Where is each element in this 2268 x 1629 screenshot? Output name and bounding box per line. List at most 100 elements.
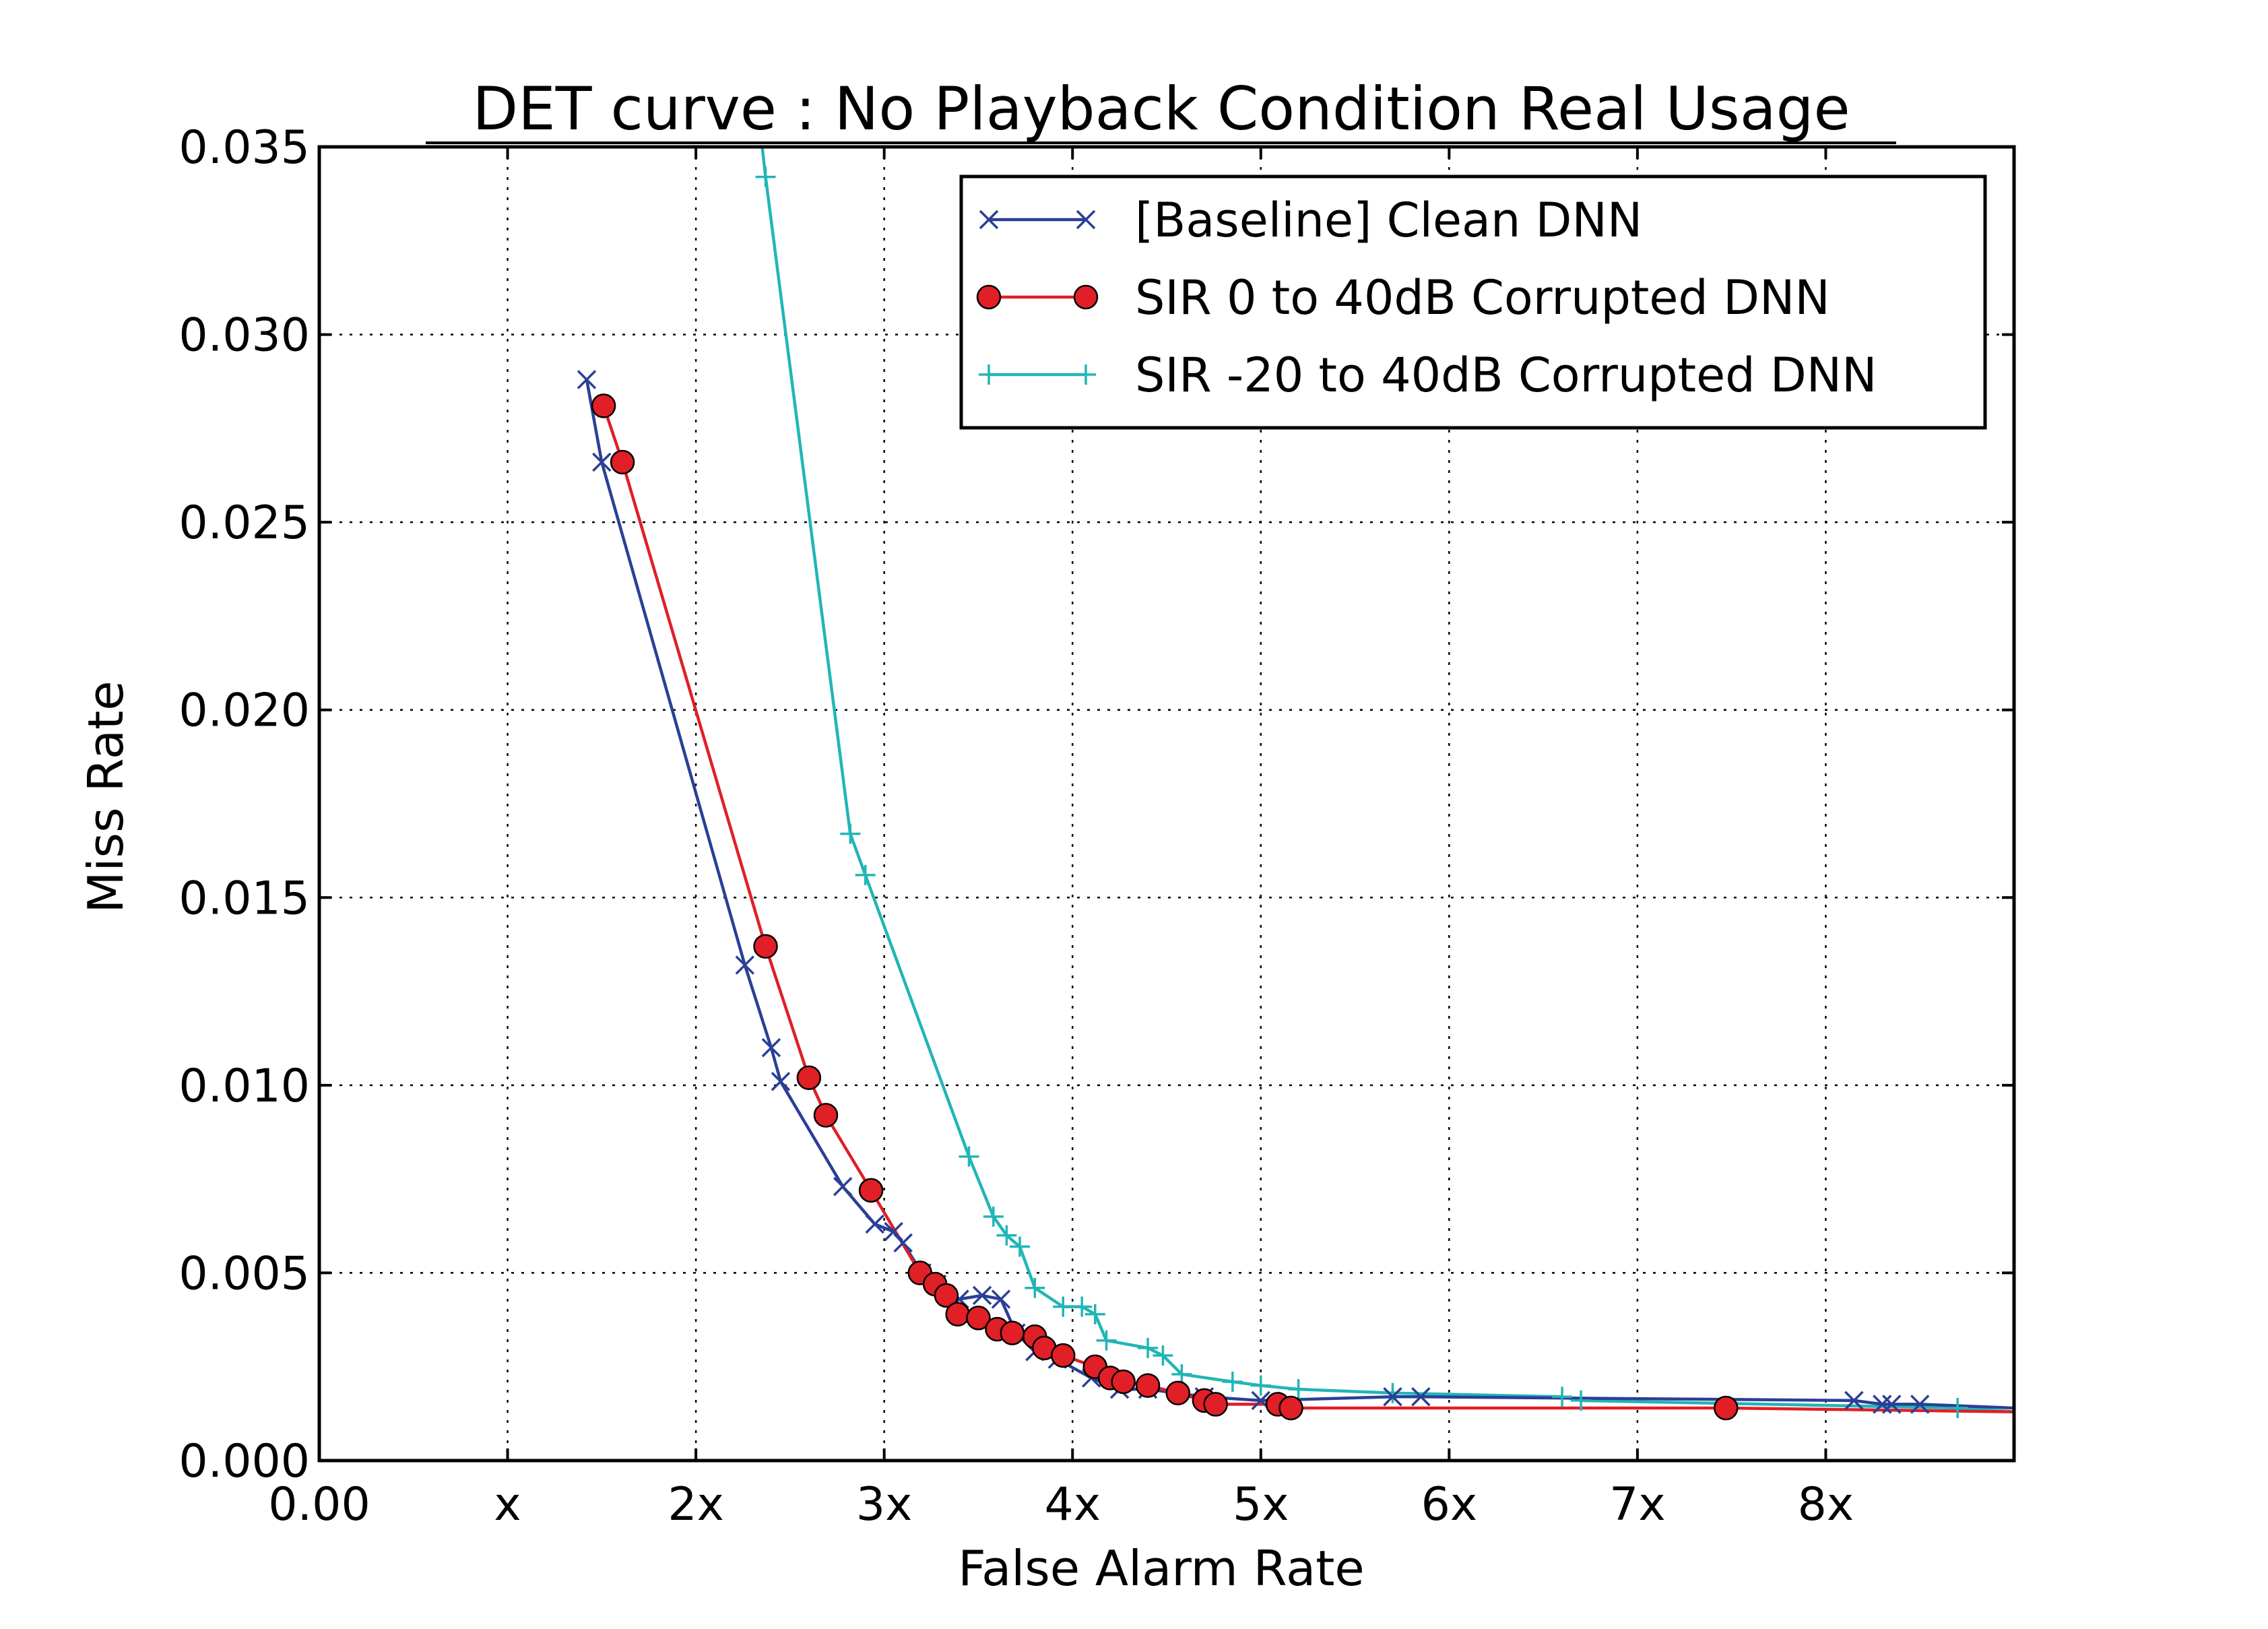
- data-point-series-0: [1411, 1387, 1431, 1407]
- legend-marker-1: [976, 284, 1002, 310]
- data-point-series-1: [1278, 1395, 1303, 1421]
- data-point-series-2: [1072, 1296, 1093, 1317]
- y-axis-label: Miss Rate: [77, 680, 134, 913]
- data-point-series-1: [796, 1065, 822, 1090]
- data-point-series-1: [1050, 1343, 1076, 1368]
- data-point-series-0: [761, 1037, 781, 1058]
- legend-marker-0: [1076, 210, 1096, 230]
- data-point-series-0: [972, 1285, 992, 1306]
- data-point-series-1: [1111, 1369, 1136, 1395]
- y-tick-label: 0.025: [179, 497, 310, 550]
- legend-marker-2: [979, 364, 999, 385]
- data-point-series-1: [1714, 1395, 1739, 1421]
- x-tick-label: 6x: [1421, 1478, 1478, 1531]
- data-point-series-0: [1383, 1387, 1402, 1407]
- x-marker-stroke: [1844, 1391, 1864, 1411]
- data-point-series-1: [1165, 1380, 1191, 1405]
- series-line-2: [760, 147, 2014, 1413]
- data-point-series-2: [1947, 1398, 1968, 1418]
- data-point-series-2: [1171, 1364, 1192, 1384]
- legend-label-2: SIR -20 to 40dB Corrupted DNN: [1135, 348, 1877, 403]
- x-marker-stroke: [979, 210, 999, 230]
- grid: [319, 147, 2014, 1461]
- data-point-series-2: [840, 823, 861, 844]
- x-marker-stroke: [991, 1289, 1011, 1309]
- legend-label-0: [Baseline] Clean DNN: [1135, 193, 1642, 248]
- data-point-series-2: [1025, 1277, 1045, 1298]
- chart-title: DET curve : No Playback Condition Real U…: [472, 74, 1850, 143]
- x-marker-stroke: [592, 452, 612, 472]
- data-point-series-2: [1222, 1372, 1243, 1392]
- x-marker-stroke: [735, 955, 755, 975]
- x-tick-label: 2x: [668, 1478, 724, 1531]
- data-point-series-2: [1250, 1375, 1271, 1396]
- data-point-series-2: [996, 1225, 1017, 1246]
- x-marker-stroke: [761, 1037, 781, 1058]
- x-marker-stroke: [1882, 1395, 1902, 1414]
- legend-label-1: SIR 0 to 40dB Corrupted DNN: [1135, 270, 1830, 325]
- data-point-series-0: [991, 1289, 1011, 1309]
- plot-frame: [317, 145, 2016, 1463]
- data-point-series-1: [1000, 1320, 1025, 1345]
- y-tick-label: 0.020: [179, 684, 310, 738]
- data-point-series-2: [1053, 1296, 1074, 1317]
- data-point-series-0: [1873, 1395, 1892, 1414]
- data-point-series-0: [865, 1214, 884, 1234]
- data-point-series-2: [1288, 1379, 1309, 1400]
- data-point-series-1: [610, 449, 635, 475]
- data-point-series-1: [858, 1178, 884, 1203]
- data-point-series-2: [1096, 1330, 1117, 1351]
- x-marker-stroke: [1411, 1387, 1431, 1407]
- y-tick-label: 0.030: [179, 309, 310, 362]
- data-point-series-2: [1382, 1382, 1403, 1403]
- x-tick-label: 5x: [1233, 1478, 1289, 1531]
- data-point-series-2: [1571, 1390, 1592, 1411]
- data-point-series-2: [1084, 1304, 1105, 1324]
- x-axis-label: False Alarm Rate: [958, 1540, 1364, 1597]
- x-marker-stroke: [884, 1221, 903, 1242]
- data-point-series-2: [1009, 1236, 1030, 1257]
- legend: [Baseline] Clean DNN SIR 0 to 40dB Corrup…: [959, 174, 1987, 430]
- y-tick-label: 0.005: [179, 1247, 310, 1300]
- x-marker-stroke: [893, 1233, 913, 1253]
- data-point-series-2: [1153, 1345, 1173, 1366]
- x-marker-stroke: [833, 1177, 853, 1196]
- data-point-series-0: [884, 1221, 903, 1242]
- data-point-series-0: [771, 1072, 791, 1091]
- data-point-series-0: [577, 370, 597, 389]
- x-marker-stroke: [1910, 1395, 1930, 1414]
- data-point-series-1: [966, 1306, 991, 1331]
- data-point-series-2: [855, 864, 876, 885]
- data-point-series-2: [1138, 1337, 1159, 1358]
- legend-marker-0: [979, 210, 999, 230]
- data-point-series-1: [934, 1283, 959, 1308]
- data-point-series-0: [893, 1233, 913, 1253]
- data-point-series-2: [1552, 1386, 1573, 1407]
- x-marker-stroke: [1251, 1391, 1271, 1411]
- x-tick-label: 0.00: [268, 1478, 370, 1531]
- axis-ticks: 0.00 x 2x 3x 4x 5x 6x 7x 8x 0.000 0.005 0.010 0.015 0…: [179, 121, 2014, 1531]
- data-point-series-1: [813, 1103, 839, 1128]
- legend-marker-1: [1073, 284, 1099, 310]
- x-tick-label: 3x: [856, 1478, 913, 1531]
- data-point-series-0: [1844, 1391, 1864, 1411]
- data-point-series-0: [1882, 1395, 1902, 1414]
- x-marker-stroke: [1873, 1395, 1892, 1414]
- y-tick-label: 0.035: [179, 121, 310, 174]
- data-point-series-1: [1135, 1373, 1161, 1398]
- series-markers: [577, 166, 1968, 1421]
- data-point-series-2: [959, 1146, 979, 1167]
- x-marker-stroke: [972, 1285, 992, 1306]
- x-tick-label: 8x: [1798, 1478, 1854, 1531]
- legend-marker-2: [1076, 364, 1096, 385]
- data-point-series-2: [755, 166, 776, 187]
- x-marker-stroke: [1076, 210, 1096, 230]
- y-tick-label: 0.010: [179, 1060, 310, 1113]
- series-line-0: [585, 379, 2014, 1410]
- x-marker-stroke: [577, 370, 597, 389]
- data-point-series-1: [753, 934, 778, 959]
- data-point-series-0: [1910, 1395, 1930, 1414]
- x-marker-stroke: [771, 1072, 791, 1091]
- legend-box: [959, 174, 1987, 430]
